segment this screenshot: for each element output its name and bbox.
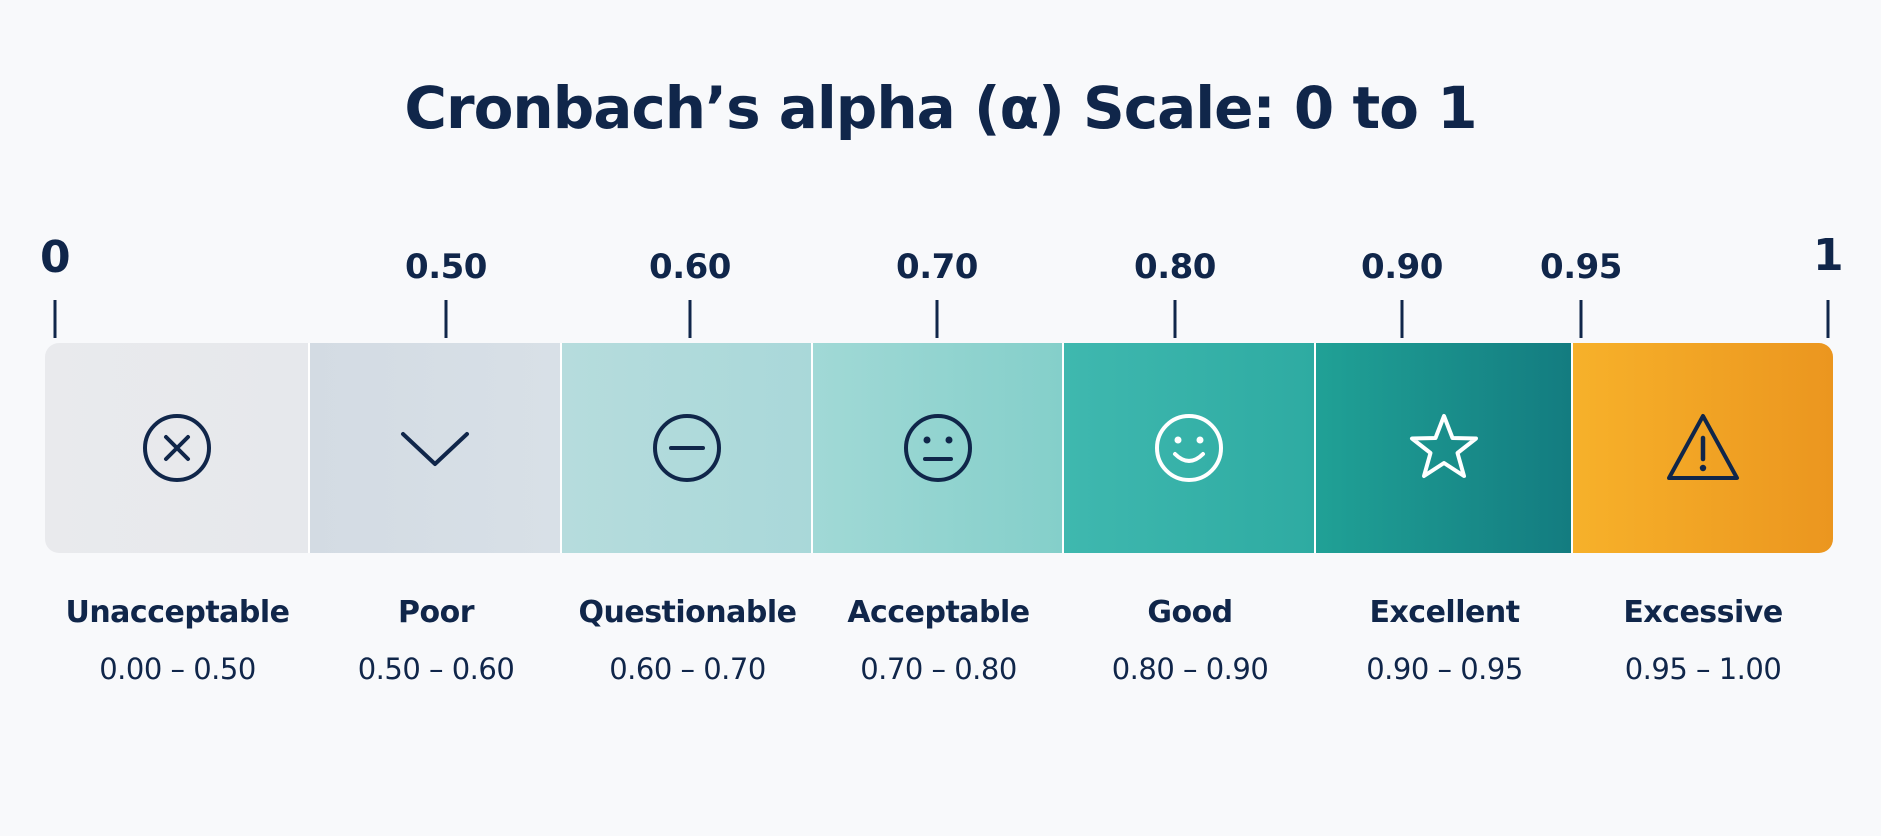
scale-bar: [45, 343, 1833, 553]
tick-mark: [688, 300, 692, 338]
tick-label: 0.90: [1361, 247, 1443, 287]
category-label: Questionable 0.60 – 0.70: [562, 595, 813, 686]
category-label: Poor 0.50 – 0.60: [310, 595, 562, 686]
tick-label: 0: [39, 232, 71, 283]
category-range: 0.00 – 0.50: [99, 652, 256, 686]
category-name: Good: [1147, 595, 1233, 630]
tick-label: 1: [1812, 230, 1844, 281]
segment-acceptable: [813, 343, 1064, 553]
chevron-down-icon: [397, 410, 473, 486]
tick-label: 0.60: [649, 247, 731, 287]
category-name: Unacceptable: [65, 595, 290, 630]
category-range: 0.60 – 0.70: [609, 652, 766, 686]
neutral-face-icon: [900, 410, 976, 486]
tick-label: 0.50: [405, 247, 487, 287]
category-range: 0.90 – 0.95: [1366, 652, 1523, 686]
segment-good: [1064, 343, 1316, 553]
tick-label: 0.80: [1134, 247, 1216, 287]
category-label: Excellent 0.90 – 0.95: [1316, 595, 1573, 686]
category-name: Poor: [397, 595, 475, 630]
segment-questionable: [562, 343, 813, 553]
segment-excellent: [1316, 343, 1573, 553]
category-name: Excellent: [1369, 595, 1520, 630]
star-icon: [1406, 410, 1482, 486]
category-label: Acceptable 0.70 – 0.80: [813, 595, 1064, 686]
segment-poor: [310, 343, 562, 553]
category-range: 0.70 – 0.80: [860, 652, 1017, 686]
minus-circle-icon: [649, 410, 725, 486]
tick-mark: [1400, 300, 1404, 338]
warning-icon: [1665, 410, 1741, 486]
tick-mark: [1826, 300, 1830, 338]
tick-mark: [1579, 300, 1583, 338]
category-label: Excessive 0.95 – 1.00: [1573, 595, 1833, 686]
category-range: 0.80 – 0.90: [1111, 652, 1269, 686]
segment-unacceptable: [45, 343, 310, 553]
segment-excessive: [1573, 343, 1833, 553]
tick-mark: [444, 300, 448, 338]
category-name: Acceptable: [847, 595, 1030, 630]
tick-label: 0.95: [1540, 247, 1622, 287]
category-range: 0.95 – 1.00: [1624, 652, 1782, 686]
category-label: Good 0.80 – 0.90: [1064, 595, 1316, 686]
smile-face-icon: [1151, 410, 1227, 486]
tick-mark: [935, 300, 939, 338]
category-name: Excessive: [1623, 595, 1783, 630]
tick-label: 0.70: [896, 247, 978, 287]
category-range: 0.50 – 0.60: [357, 652, 515, 686]
category-labels: Unacceptable 0.00 – 0.50 Poor 0.50 – 0.60 Qu…: [45, 595, 1833, 686]
tick-mark: [1173, 300, 1177, 338]
x-circle-icon: [139, 410, 215, 486]
tick-mark: [53, 300, 57, 338]
page-title: Cronbach’s alpha (α) Scale: 0 to 1: [404, 74, 1477, 142]
category-label: Unacceptable 0.00 – 0.50: [45, 595, 310, 686]
category-name: Questionable: [578, 595, 797, 630]
